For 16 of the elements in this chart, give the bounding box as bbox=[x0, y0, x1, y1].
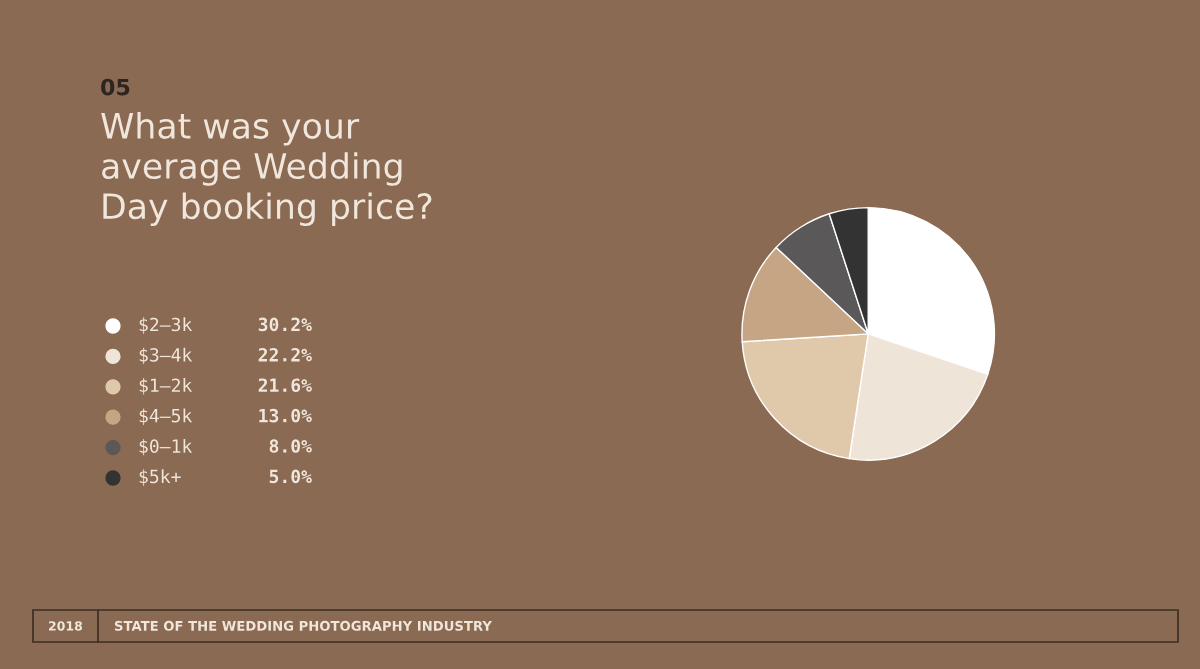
legend-label: $2–3k bbox=[139, 317, 193, 334]
legend-label: $4–5k bbox=[139, 408, 193, 425]
data-label: 21.6% bbox=[258, 378, 312, 393]
legend-label: $5k+ bbox=[139, 469, 181, 486]
data-label: 8.0% bbox=[269, 439, 312, 453]
legend-label: $0–1k bbox=[139, 438, 193, 456]
text: 05 bbox=[101, 78, 130, 96]
chart-title: What was your average Wedding Day booking price? bbox=[101, 112, 432, 227]
legend-label: $3–4k bbox=[139, 347, 193, 365]
text: 2018 bbox=[48, 621, 83, 631]
data-label: 22.2% bbox=[258, 347, 312, 362]
data-label: 13.0% bbox=[259, 408, 312, 423]
data-label: 5.0% bbox=[269, 469, 312, 484]
data-label: 30.2% bbox=[258, 317, 312, 332]
text: STATE OF THE WEDDING PHOTOGRAPHY INDUSTRY bbox=[114, 620, 493, 631]
legend-label: $1–2k bbox=[139, 378, 193, 395]
